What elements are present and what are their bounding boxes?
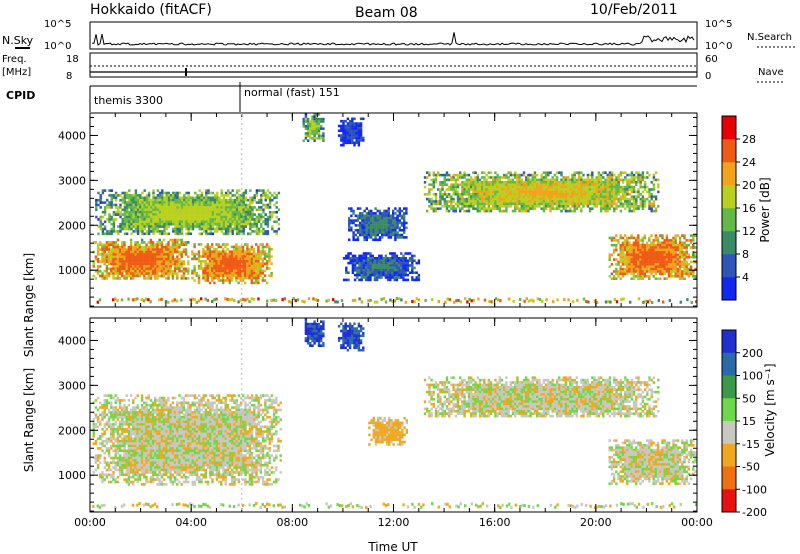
nsearch-tick-bottom: 10^0 [705, 41, 732, 52]
nsky-label: N.Sky [2, 34, 34, 47]
y-tick-label: 2000 [58, 424, 86, 437]
nsky-tick-top: 10^5 [44, 19, 71, 30]
x-tick-label: 16:00 [479, 516, 511, 529]
cpid-label: CPID [6, 89, 35, 102]
colorbar-tick-label: 24 [742, 156, 756, 169]
colorbar-tick-label: 20 [742, 179, 756, 192]
velocity-colorbar: 200 100 50 15 -15 -50 -100 -200 [721, 329, 767, 519]
y-tick-label: 1000 [58, 264, 86, 277]
colorbar-swatch [722, 208, 736, 232]
velocity-ylabel: Slant Range [km] [22, 368, 36, 472]
freq-tick-bottom: 8 [66, 71, 72, 82]
x-tick-label: 08:00 [276, 516, 308, 529]
freq-unit-label: [MHz] [2, 67, 31, 78]
colorbar-swatch [722, 398, 736, 422]
colorbar-swatch [722, 277, 736, 301]
cpid-segment-1: themis 3300 [94, 94, 163, 107]
x-tick-label: 12:00 [378, 516, 410, 529]
y-tick-label: 1000 [58, 469, 86, 482]
colorbar-swatch [722, 231, 736, 255]
power-colorbar: 4 8 12 16 20 24 28 [721, 115, 756, 301]
colorbar-swatch [722, 352, 736, 376]
nave-tick-top: 60 [705, 54, 718, 65]
colorbar-tick-label: 16 [742, 202, 756, 215]
freq-label: Freq. [2, 54, 27, 65]
nsky-tick-bottom: 10^0 [44, 41, 71, 52]
nsearch-tick-top: 10^5 [705, 19, 732, 30]
velocity-colorbar-label: Velocity [m s⁻¹] [763, 363, 777, 456]
y-tick-label: 3000 [58, 379, 86, 392]
colorbar-tick-label: 100 [742, 370, 763, 383]
x-tick-label: 00:00 [681, 516, 713, 529]
nsearch-label: N.Search [747, 32, 792, 43]
beam-title: Beam 08 [355, 5, 418, 21]
colorbar-swatch [722, 185, 736, 209]
colorbar-tick-label: -200 [742, 506, 767, 519]
colorbar-tick-label: 50 [742, 392, 756, 405]
velocity-panel: 1000 2000 3000 4000 00:00 04:00 08:00 12:00 16:0… [58, 317, 713, 529]
nsky-strip: N.Sky 10^5 10^0 10^5 10^0 N.Search [2, 19, 795, 52]
power-ylabel: Slant Range [km] [22, 253, 36, 357]
nave-label: Nave [758, 67, 784, 78]
x-tick-label: 20:00 [580, 516, 612, 529]
colorbar-tick-label: 8 [742, 248, 749, 261]
colorbar-swatch [722, 330, 736, 354]
x-axis-label: Time UT [367, 540, 418, 554]
nave-tick-bottom: 0 [705, 71, 711, 82]
x-tick-label: 00:00 [74, 516, 106, 529]
station-title: Hokkaido (fitACF) [90, 2, 212, 18]
colorbar-swatch [722, 421, 736, 445]
power-colorbar-label: Power [dB] [758, 177, 772, 242]
cpid-strip: CPID themis 3300 normal (fast) 151 [6, 82, 697, 112]
colorbar-swatch [722, 162, 736, 186]
y-tick-label: 3000 [58, 174, 86, 187]
colorbar-swatch [722, 139, 736, 163]
colorbar-tick-label: -100 [742, 483, 767, 496]
colorbar-swatch [722, 116, 736, 140]
y-tick-label: 4000 [58, 334, 86, 347]
colorbar-tick-label: 28 [742, 133, 756, 146]
colorbar-swatch [722, 375, 736, 399]
x-tick-label: 04:00 [175, 516, 207, 529]
colorbar-tick-label: -15 [742, 438, 760, 451]
colorbar-tick-label: -50 [742, 461, 760, 474]
ground-scatter [96, 297, 698, 304]
colorbar-swatch [722, 443, 736, 467]
colorbar-tick-label: 4 [742, 271, 749, 284]
freq-tick-top: 18 [66, 54, 79, 65]
date-title: 10/Feb/2011 [590, 2, 678, 18]
y-tick-label: 4000 [58, 129, 86, 142]
freq-strip: Freq. [MHz] 18 8 60 0 Nave [2, 52, 785, 83]
colorbar-tick-label: 15 [742, 415, 756, 428]
colorbar-swatch [722, 489, 736, 513]
colorbar-tick-label: 200 [742, 347, 763, 360]
colorbar-swatch [722, 254, 736, 278]
y-tick-label: 2000 [58, 219, 86, 232]
colorbar-tick-label: 12 [742, 225, 756, 238]
colorbar-swatch [722, 466, 736, 490]
ground-scatter [92, 502, 698, 509]
cpid-segment-2: normal (fast) 151 [244, 86, 340, 99]
power-panel: 1000 2000 3000 4000 [58, 112, 698, 308]
